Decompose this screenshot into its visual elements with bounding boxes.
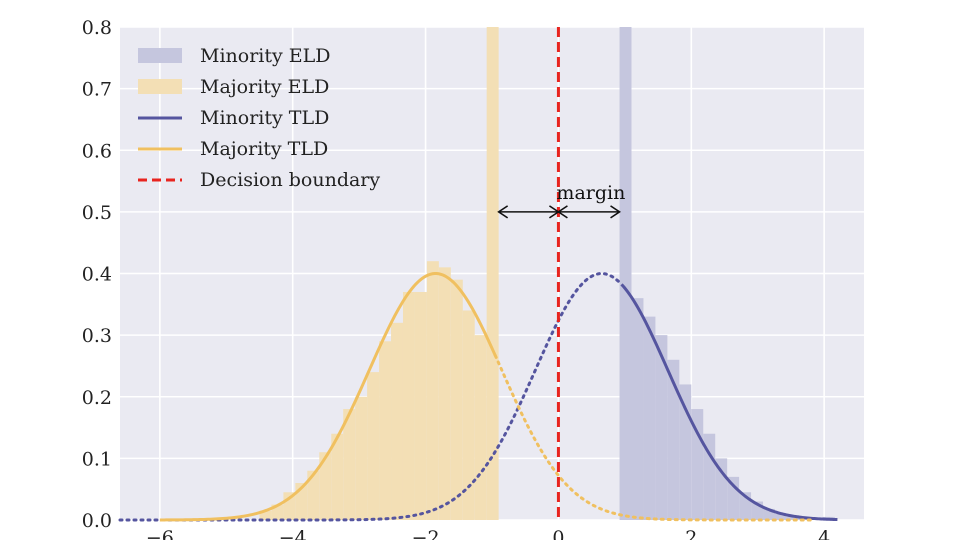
legend: Minority ELD Majority ELD Minority TLD M… [138, 45, 380, 191]
margin-arrowhead [556, 205, 568, 219]
minority-eld-bar [727, 476, 740, 520]
majority-eld-bar [414, 291, 427, 520]
x-tick-label: −6 [146, 527, 174, 540]
x-tick-label: 0 [552, 527, 564, 540]
legend-label-majority-eld: Majority ELD [200, 76, 329, 98]
majority-eld-bar [486, 27, 499, 520]
majority-eld-bar [450, 279, 463, 520]
y-tick-label: 0.5 [82, 202, 112, 224]
margin-arrowhead [497, 205, 509, 219]
x-tick-label: −2 [412, 527, 440, 540]
legend-label-minority-eld: Minority ELD [200, 45, 331, 67]
y-axis-ticks: 0.0 0.1 0.2 0.3 0.4 0.5 0.6 0.7 0.8 [82, 17, 112, 532]
legend-swatch-minority-eld [138, 48, 182, 63]
tld-curves [118, 272, 838, 522]
margin-annotation: margin [497, 182, 625, 219]
minority-eld-bar [655, 335, 668, 520]
y-tick-label: 0.8 [82, 17, 112, 39]
majority-eld-bar [331, 433, 344, 520]
majority-eld-bar [402, 291, 415, 520]
majority-eld-bar [379, 341, 392, 520]
y-tick-label: 0.2 [82, 387, 112, 409]
y-tick-label: 0.4 [82, 264, 112, 286]
legend-label-majority-tld: Majority TLD [200, 138, 328, 160]
majority-eld-bar [259, 510, 272, 520]
minority-eld-bar [667, 359, 680, 520]
minority-eld-bar [751, 501, 764, 520]
y-tick-label: 0.6 [82, 140, 112, 162]
y-tick-label: 0.7 [82, 79, 112, 101]
majority-eld-bar [343, 409, 356, 520]
margin-label: margin [556, 182, 625, 204]
majority-eld-histogram [259, 27, 499, 520]
majority-eld-bar [391, 322, 403, 520]
minority-eld-bar [631, 298, 644, 520]
majority-eld-bar [462, 310, 475, 520]
majority-tld-dotted [493, 354, 813, 522]
minority-eld-bar [715, 458, 728, 520]
majority-eld-bar [367, 372, 380, 520]
x-tick-label: −4 [279, 527, 307, 540]
minority-tld-line [620, 283, 838, 522]
minority-eld-bar [691, 409, 704, 520]
y-tick-label: 0.3 [82, 325, 112, 347]
y-tick-label: 0.0 [82, 510, 112, 532]
majority-eld-bar [283, 492, 296, 520]
minority-eld-bar [679, 384, 692, 520]
majority-eld-bar [426, 261, 439, 520]
minority-eld-bar [739, 492, 752, 520]
minority-eld-bar [703, 433, 716, 520]
majority-eld-bar [295, 483, 308, 520]
legend-label-decision-boundary: Decision boundary [200, 169, 380, 191]
majority-eld-bar [319, 452, 332, 520]
minority-eld-bar [643, 316, 656, 520]
majority-eld-bar [271, 504, 284, 520]
x-axis-ticks: −6 −4 −2 0 2 4 [146, 527, 830, 540]
majority-eld-bar [474, 335, 487, 520]
majority-eld-bar [438, 267, 451, 520]
minority-eld-histogram [619, 27, 835, 520]
x-tick-label: 2 [685, 527, 697, 540]
minority-eld-bar [786, 516, 799, 520]
legend-swatch-majority-eld [138, 79, 182, 94]
x-tick-label: 4 [818, 527, 830, 540]
majority-tld-line [159, 272, 497, 522]
majority-eld-bar [307, 470, 320, 520]
majority-eld-bar [355, 396, 368, 520]
margin-arrowhead [610, 205, 621, 219]
minority-eld-bar [763, 508, 775, 520]
minority-eld-bar [619, 27, 632, 520]
y-tick-label: 0.1 [82, 448, 112, 470]
legend-label-minority-tld: Minority TLD [200, 107, 329, 129]
minority-eld-bar [774, 513, 787, 520]
